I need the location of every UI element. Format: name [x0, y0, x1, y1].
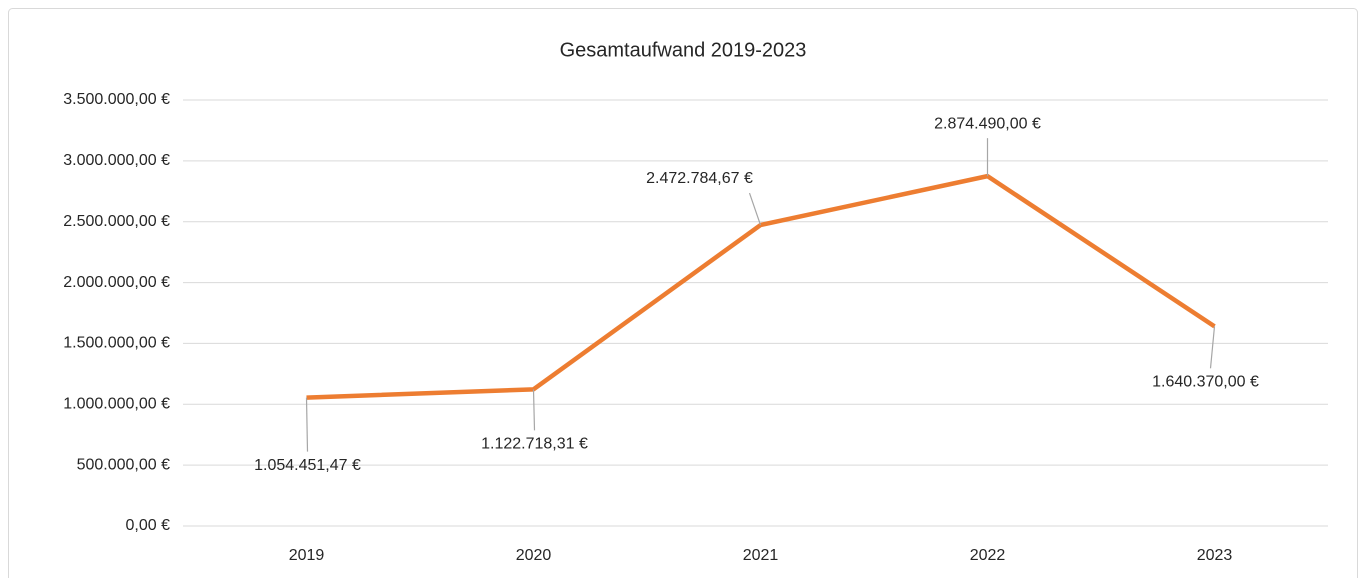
- x-tick-label: 2022: [970, 547, 1006, 564]
- x-tick-label: 2023: [1197, 547, 1233, 564]
- y-tick-label: 2.500.000,00 €: [63, 213, 170, 230]
- y-tick-label: 1.000.000,00 €: [63, 396, 170, 413]
- y-tick-label: 2.000.000,00 €: [63, 274, 170, 291]
- data-label: 1.640.370,00 €: [1152, 374, 1259, 391]
- y-tick-label: 1.500.000,00 €: [63, 335, 170, 352]
- x-tick-label: 2020: [516, 547, 552, 564]
- x-tick-label: 2021: [743, 547, 779, 564]
- y-tick-label: 500.000,00 €: [77, 456, 171, 473]
- data-label: 1.122.718,31 €: [481, 436, 588, 453]
- leader-line: [1209, 326, 1216, 369]
- x-tick-label: 2019: [289, 547, 325, 564]
- line: [306, 173, 1216, 400]
- y-tick-label: 0,00 €: [126, 517, 171, 534]
- chart-border: [8, 8, 1358, 578]
- y-tick-label: 3.500.000,00 €: [63, 91, 170, 108]
- data-label: 2.874.490,00 €: [934, 115, 1041, 132]
- data-label: 1.054.451,47 €: [254, 457, 361, 474]
- leader-line: [748, 192, 762, 226]
- y-tick-label: 3.000.000,00 €: [63, 152, 170, 169]
- leader-line: [532, 389, 536, 431]
- chart-title: Gesamtaufwand 2019-2023: [560, 39, 807, 61]
- data-label: 2.472.784,67 €: [646, 170, 753, 187]
- leader-line: [305, 397, 309, 452]
